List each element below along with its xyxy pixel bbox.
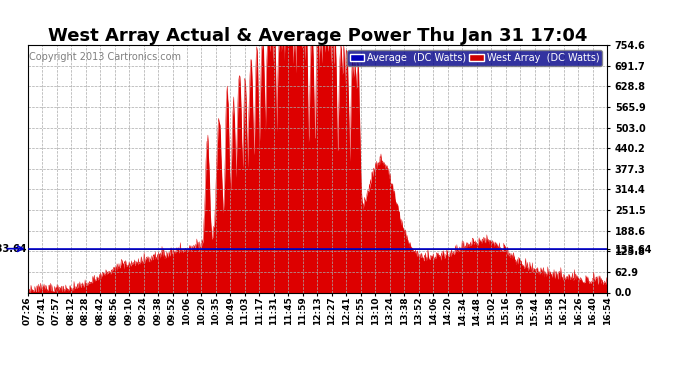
Text: Copyright 2013 Cartronics.com: Copyright 2013 Cartronics.com [29, 53, 181, 62]
Title: West Array Actual & Average Power Thu Jan 31 17:04: West Array Actual & Average Power Thu Ja… [48, 27, 587, 45]
Legend: Average  (DC Watts), West Array  (DC Watts): Average (DC Watts), West Array (DC Watts… [347, 50, 602, 66]
Text: 133.64: 133.64 [0, 244, 28, 254]
